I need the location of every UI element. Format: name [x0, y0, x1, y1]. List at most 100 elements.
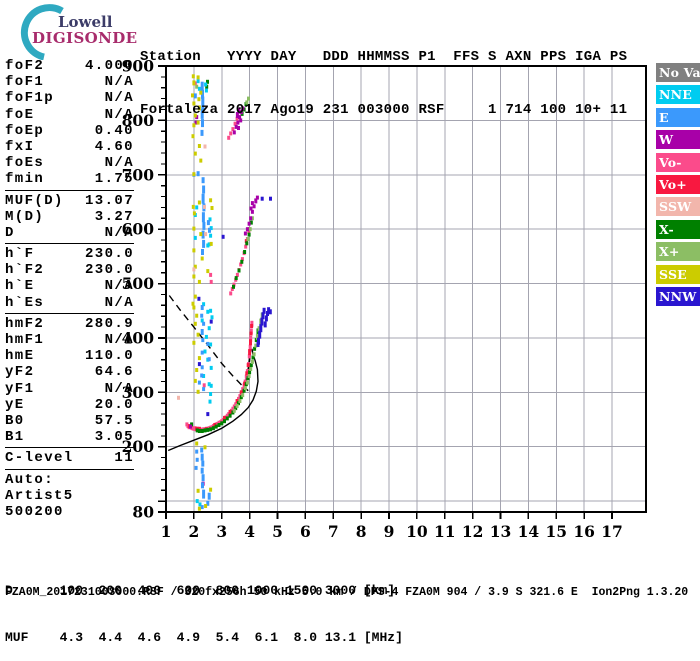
characteristic-value: N/A [104, 380, 134, 397]
echo-point-e [200, 467, 204, 474]
characteristic-row-hmf2: hmF2 280.9 [5, 316, 134, 332]
echo-point-x-plus [249, 367, 253, 371]
echo-point-w [245, 227, 249, 232]
d-muf-table: D 100 200 400 600 800 1000 1500 3000 [km… [5, 552, 403, 661]
characteristic-row-clevel: C-level 11 [5, 450, 134, 466]
characteristic-value: 3.27 [94, 208, 134, 225]
echo-point-vo-minus [245, 369, 249, 374]
echo-point-nne [209, 392, 213, 396]
echo-point-x-minus [249, 363, 253, 368]
echo-point-e [207, 357, 211, 362]
characteristic-value: N/A [104, 90, 134, 107]
echo-point-w [234, 124, 238, 129]
characteristic-label: yF1 [5, 380, 35, 397]
characteristic-value: N/A [104, 155, 134, 172]
echo-point-sse [191, 93, 194, 98]
echo-point-x-minus [249, 220, 253, 225]
y-axis-label: 900 [122, 57, 155, 76]
echo-point-sse [199, 90, 203, 95]
autoscaling-info-line: 500200 [5, 503, 64, 520]
echo-point-e [201, 177, 205, 184]
characteristic-label: fmin [5, 171, 45, 188]
echo-point-x-minus [240, 259, 244, 264]
echo-point-e [206, 500, 210, 506]
echo-point-sse [197, 144, 201, 148]
profile-curve [167, 348, 259, 452]
echo-point-x-plus [241, 393, 245, 398]
echo-point-w [238, 115, 242, 120]
echo-point-sse [209, 487, 213, 492]
characteristics-panel: foF2 4.000 foF1 N/A foF1p N/A foE N/A foEp 0.40 fx… [5, 58, 134, 520]
echo-point-vo-plus [244, 239, 248, 244]
echo-point-sse [197, 97, 201, 102]
echo-point-sse [196, 389, 200, 394]
echo-point-sse [195, 441, 199, 446]
echo-point-nne [202, 374, 206, 378]
characteristic-label: h`F [5, 246, 35, 263]
characteristic-value: 1.75 [94, 171, 134, 188]
echo-point-w [249, 206, 253, 211]
echo-point-x-minus [206, 427, 210, 432]
x-axis-label: 10 [406, 522, 428, 541]
echo-point-e [195, 449, 199, 454]
echo-point-sse [197, 506, 201, 511]
echo-point-x-minus [228, 413, 232, 418]
echo-point-x-minus [248, 370, 252, 375]
y-axis-label: 400 [122, 328, 155, 347]
characteristic-value: N/A [104, 278, 134, 295]
echo-point-sse [191, 134, 195, 139]
echo-point-vo-plus [246, 363, 250, 368]
echo-point-nne [204, 82, 208, 87]
echo-point-nnw [197, 296, 201, 301]
echo-point-nne [197, 86, 201, 91]
characteristic-value: 4.000 [84, 58, 134, 74]
legend-item-sse: SSE [656, 264, 700, 284]
echo-point-vo-plus [248, 349, 252, 356]
echo-point-x-minus [209, 427, 213, 432]
echo-point-e [200, 365, 204, 370]
echo-point-sse [195, 313, 199, 318]
echo-point-vo-minus [233, 121, 237, 126]
characteristic-value: 4.60 [94, 138, 134, 155]
echo-point-e [193, 93, 197, 99]
characteristic-value: 230.0 [84, 246, 134, 263]
echo-point-nnw [264, 315, 268, 322]
characteristic-label: foEs [5, 155, 45, 172]
echo-point-nne [208, 399, 212, 404]
echo-point-x-plus [235, 403, 239, 408]
echo-point-x-minus [195, 428, 199, 433]
echo-point-nnw [259, 324, 263, 333]
echo-point-sse [192, 274, 196, 279]
x-axis-label: 16 [573, 522, 595, 541]
echo-point-sse [209, 241, 213, 246]
echo-point-vo-plus [249, 339, 252, 346]
lowell-digisonde-logo: Lowell DIGISONDE [6, 4, 138, 60]
echo-point-vo-minus [209, 279, 213, 284]
echo-point-x-minus [243, 250, 247, 254]
echo-point-e [201, 89, 204, 99]
echo-point-w [239, 118, 243, 123]
characteristic-row-d: D N/A [5, 225, 134, 241]
echo-point-e [201, 249, 204, 255]
characteristic-value: 64.6 [94, 364, 134, 381]
legend-item-no-val: No Val [656, 63, 700, 82]
characteristic-label: foF2 [5, 58, 45, 74]
echo-point-e [200, 350, 204, 355]
autoscaling-info-line: Auto: [5, 471, 55, 488]
echo-point-x-minus [251, 355, 255, 360]
echo-point-vo-minus [239, 262, 243, 267]
characteristic-row-fof1p: foF1p N/A [5, 90, 134, 106]
characteristic-row-yf2: yF2 64.6 [5, 364, 134, 380]
logo-digisonde-text: DIGISONDE [32, 29, 138, 47]
echo-point-vo-minus [249, 328, 253, 335]
y-axis-label: 300 [122, 383, 155, 402]
legend-item-ssw: SSW [656, 197, 700, 217]
echo-point-vo-minus [240, 257, 244, 262]
echo-point-nne [196, 79, 200, 84]
echo-point-w [252, 204, 256, 209]
characteristic-value: 230.0 [84, 262, 134, 279]
echo-point-ssw [203, 144, 207, 149]
echo-point-vo-plus [239, 390, 243, 395]
characteristic-label: D [5, 224, 15, 241]
echo-point-nne [207, 326, 211, 331]
